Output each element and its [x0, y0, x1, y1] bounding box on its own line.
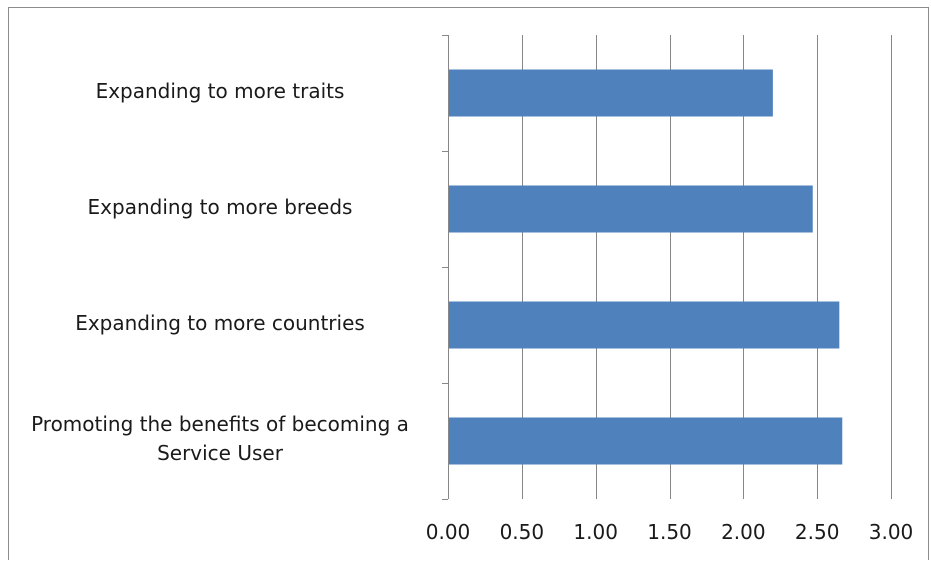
x-tick-label-3: 1.50: [647, 520, 692, 544]
x-tick-label-4: 2.00: [721, 520, 766, 544]
category-label-1: Expanding to more breeds: [14, 193, 426, 222]
x-tick-label-6: 3.00: [868, 520, 914, 544]
x-tick-label-1: 0.50: [499, 520, 545, 544]
category-label-3: Promoting the benefits of becoming a Serv…: [14, 410, 426, 468]
category-label-line: Service User: [157, 441, 283, 465]
category-label-line: Expanding to more traits: [95, 78, 345, 103]
x-tick-label-2: 1.00: [573, 520, 618, 544]
category-label-line: Expanding to more countries: [75, 310, 365, 335]
bar-3: [449, 417, 843, 465]
x-tick-label-0: 0.00: [425, 520, 471, 544]
bar-0: [449, 69, 773, 117]
category-label-0: Expanding to more traits: [14, 77, 426, 106]
category-label-line: Promoting the benefits of becoming a: [31, 412, 409, 436]
category-label-2: Expanding to more countries: [14, 309, 426, 338]
category-label-line: Expanding to more breeds: [87, 194, 353, 219]
x-tick-label-5: 2.50: [794, 520, 840, 544]
bar-2: [449, 301, 840, 349]
bar-1: [449, 185, 813, 233]
